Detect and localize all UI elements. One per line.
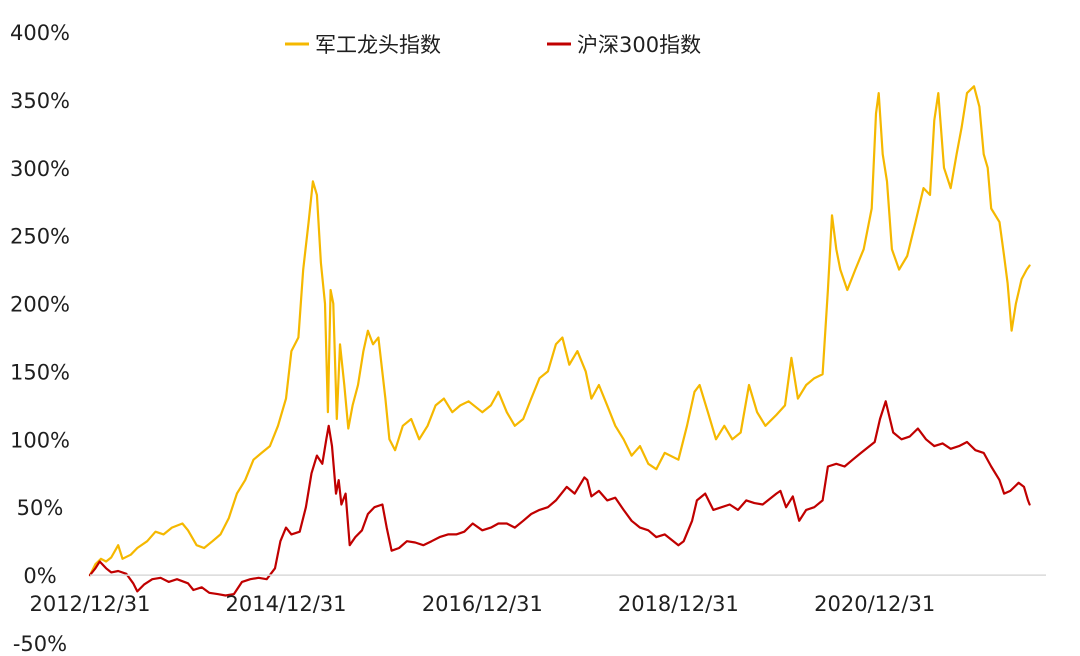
x-tick-label: 2012/12/31 <box>29 592 150 616</box>
y-tick-label: 250% <box>10 225 70 249</box>
y-tick-label: 50% <box>17 496 64 520</box>
y-axis-tick-labels: -50% 0% 50% 100% 150% 200% 250% 300% 350% 400% <box>10 21 70 656</box>
x-tick-label: 2018/12/31 <box>618 592 739 616</box>
y-tick-label: 150% <box>10 360 70 384</box>
y-tick-label: 350% <box>10 89 70 113</box>
series-layer <box>88 85 1031 597</box>
x-tick-label: 2020/12/31 <box>814 592 935 616</box>
x-tick-label: 2014/12/31 <box>226 592 347 616</box>
y-tick-label: 300% <box>10 157 70 181</box>
x-tick-label: 2016/12/31 <box>422 592 543 616</box>
y-tick-label: 400% <box>10 21 70 45</box>
legend-label: 军工龙头指数 <box>315 33 441 57</box>
y-tick-label: 200% <box>10 293 70 317</box>
y-tick-label: 0% <box>23 564 56 588</box>
series-line-0 <box>88 85 1031 577</box>
legend: 军工龙头指数 沪深300指数 <box>285 33 701 57</box>
legend-label: 沪深300指数 <box>577 33 701 57</box>
y-tick-label: 100% <box>10 428 70 452</box>
x-axis-tick-labels: 2012/12/31 2014/12/31 2016/12/31 2018/12/31… <box>29 592 935 616</box>
series-line-1 <box>88 400 1031 597</box>
y-tick-label: -50% <box>13 632 67 656</box>
